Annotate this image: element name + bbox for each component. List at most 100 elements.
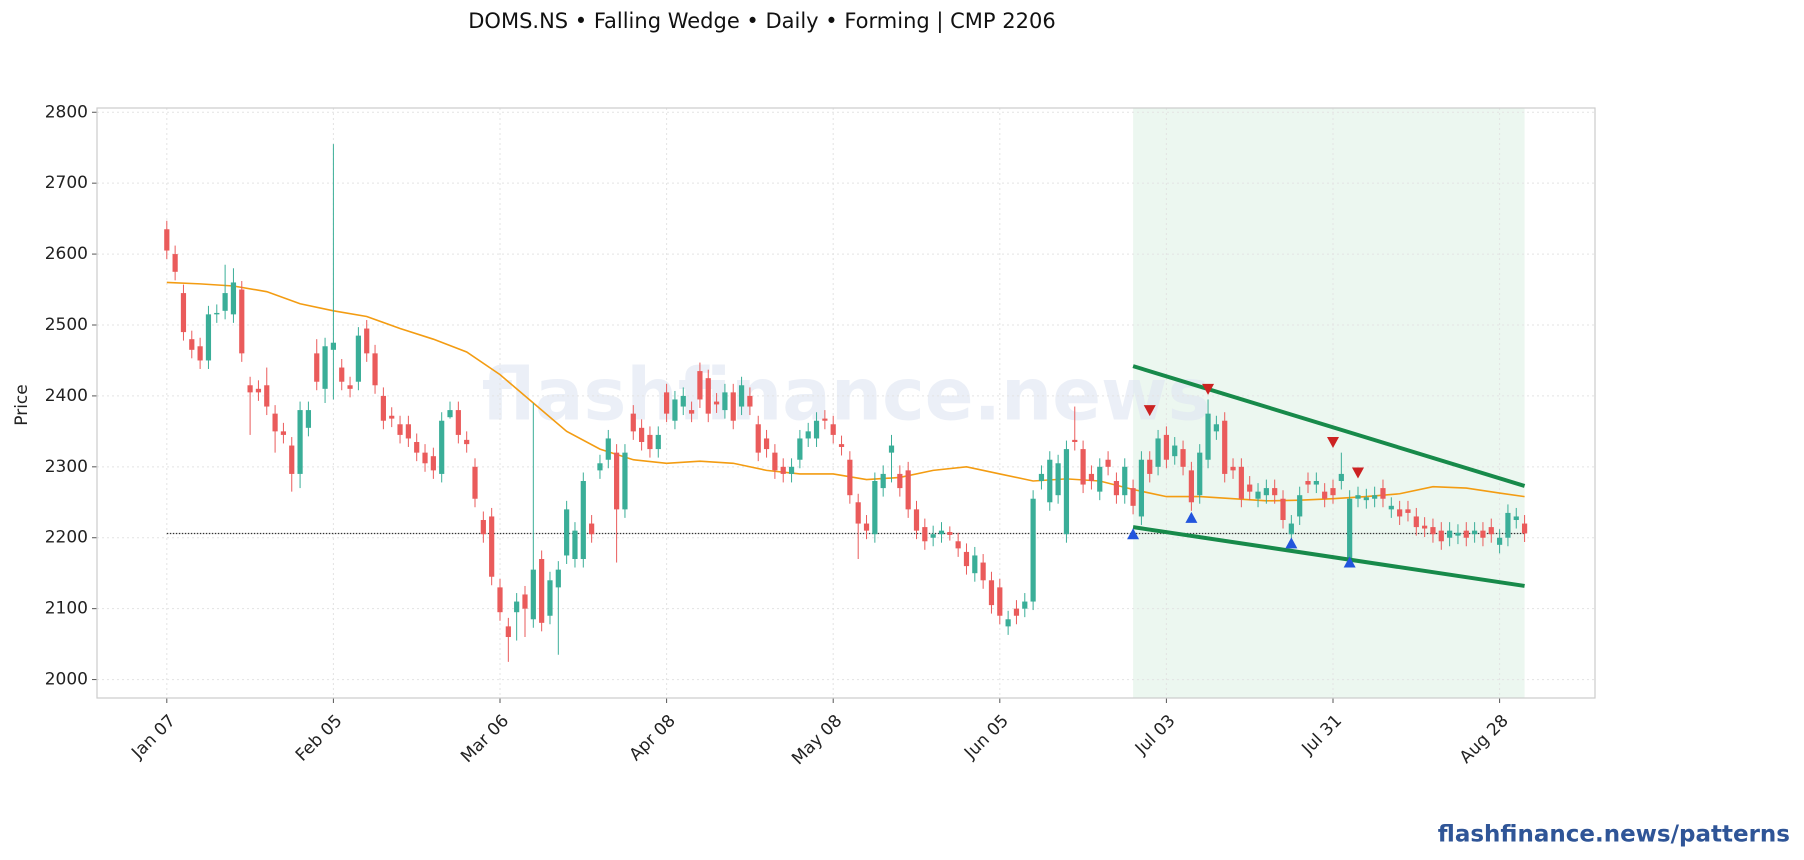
candle-body: [1380, 488, 1386, 499]
pivot-high: [1327, 437, 1339, 449]
candle-body: [189, 339, 195, 350]
candle-body: [1455, 532, 1461, 536]
candle-body: [897, 473, 903, 489]
candle-body: [280, 431, 287, 435]
candle-body: [430, 456, 436, 471]
candle-body: [1197, 452, 1203, 496]
candle-body: [1030, 498, 1036, 602]
pivot-low: [1343, 556, 1356, 568]
candle-body: [505, 626, 511, 638]
y-tick-label: 2800: [45, 102, 88, 122]
candle-body: [589, 523, 595, 535]
candle-body: [1138, 459, 1145, 517]
candle-body: [1505, 512, 1511, 538]
candle-body: [339, 367, 345, 382]
candle-body: [214, 312, 220, 315]
candle-body: [314, 353, 320, 382]
y-tick-label: 2100: [45, 599, 88, 619]
candle-body: [738, 385, 745, 407]
candle-body: [1363, 497, 1369, 501]
candle-body: [1213, 424, 1219, 432]
candle-body: [1222, 420, 1228, 474]
candle-body: [397, 424, 403, 435]
y-tick-label: 2500: [45, 315, 88, 335]
wedge-upper: [1132, 364, 1526, 488]
candle-body: [788, 466, 795, 474]
candle-body: [1338, 473, 1344, 482]
candle-body: [264, 385, 270, 407]
pivot-low: [1185, 511, 1198, 523]
candle-body: [364, 328, 370, 354]
x-tick-label: Jun 05: [960, 711, 1013, 764]
candle-body: [1322, 491, 1328, 499]
candle-body: [1422, 525, 1428, 529]
candle-body: [1513, 516, 1519, 521]
candle-body: [422, 452, 428, 464]
candle-body: [697, 371, 703, 400]
candle-body: [547, 580, 553, 616]
candle-body: [1105, 459, 1111, 467]
candle-body: [1247, 484, 1253, 492]
candle-body: [930, 534, 936, 538]
y-tick-label: 2200: [45, 528, 88, 548]
candle-body: [1080, 449, 1086, 485]
y-axis-label: Price: [12, 384, 32, 425]
x-tick-label: Jul 31: [1298, 711, 1346, 759]
candle-body: [830, 424, 836, 435]
y-tick-label: 2300: [45, 457, 88, 477]
candle-body: [514, 601, 520, 613]
candle-body: [763, 438, 770, 450]
candle-body: [180, 293, 187, 333]
candle-body: [1022, 601, 1028, 609]
candle-body: [1438, 530, 1444, 542]
candle-body: [1472, 530, 1478, 535]
candle-body: [1405, 509, 1411, 513]
plot-frame: [96, 107, 1596, 699]
candle-body: [1272, 488, 1278, 496]
candle-body: [747, 395, 753, 407]
candle-body: [722, 392, 728, 411]
candle-body: [289, 445, 295, 474]
candle-body: [605, 438, 611, 460]
candle-body: [497, 587, 503, 613]
chart-title: DOMS.NS • Falling Wedge • Daily • Formin…: [468, 9, 1055, 34]
pattern-zone: [1133, 108, 1525, 698]
candle-body: [164, 229, 170, 251]
candle-body: [913, 509, 920, 531]
candle-body: [1230, 466, 1236, 471]
candle-body: [272, 413, 278, 432]
candle-body: [230, 282, 237, 315]
candle-body: [247, 385, 253, 393]
pivot-low: [1127, 528, 1140, 540]
y-tick-label: 2600: [45, 244, 88, 264]
candle-body: [1521, 523, 1528, 534]
candle-body: [655, 434, 661, 450]
candle-body: [888, 445, 895, 453]
candle-body: [614, 452, 620, 510]
footer: flashfinance.news/patterns: [1438, 822, 1790, 848]
y-tick-label: 2400: [45, 386, 88, 406]
candle-body: [963, 551, 970, 567]
candle-body: [1072, 439, 1078, 443]
candle-body: [997, 587, 1003, 616]
candle-body: [855, 502, 861, 524]
candle-body: [947, 532, 953, 535]
candle-body: [322, 346, 328, 389]
candle-body: [680, 395, 686, 407]
candle-body: [1038, 473, 1045, 482]
candle-body: [863, 523, 870, 531]
candle-body: [347, 385, 353, 389]
candle-body: [1297, 495, 1303, 517]
candle-body: [988, 580, 995, 606]
candle-body: [1180, 449, 1186, 467]
candle-body: [1188, 470, 1194, 503]
candle-body: [1488, 527, 1494, 535]
candle-body: [1055, 463, 1061, 496]
y-tick-label: 2700: [45, 173, 88, 193]
candle-body: [1255, 491, 1261, 499]
candle-body: [1088, 473, 1095, 482]
candle-body: [1238, 466, 1244, 499]
candle-body: [297, 410, 303, 474]
candle-body: [480, 520, 486, 535]
